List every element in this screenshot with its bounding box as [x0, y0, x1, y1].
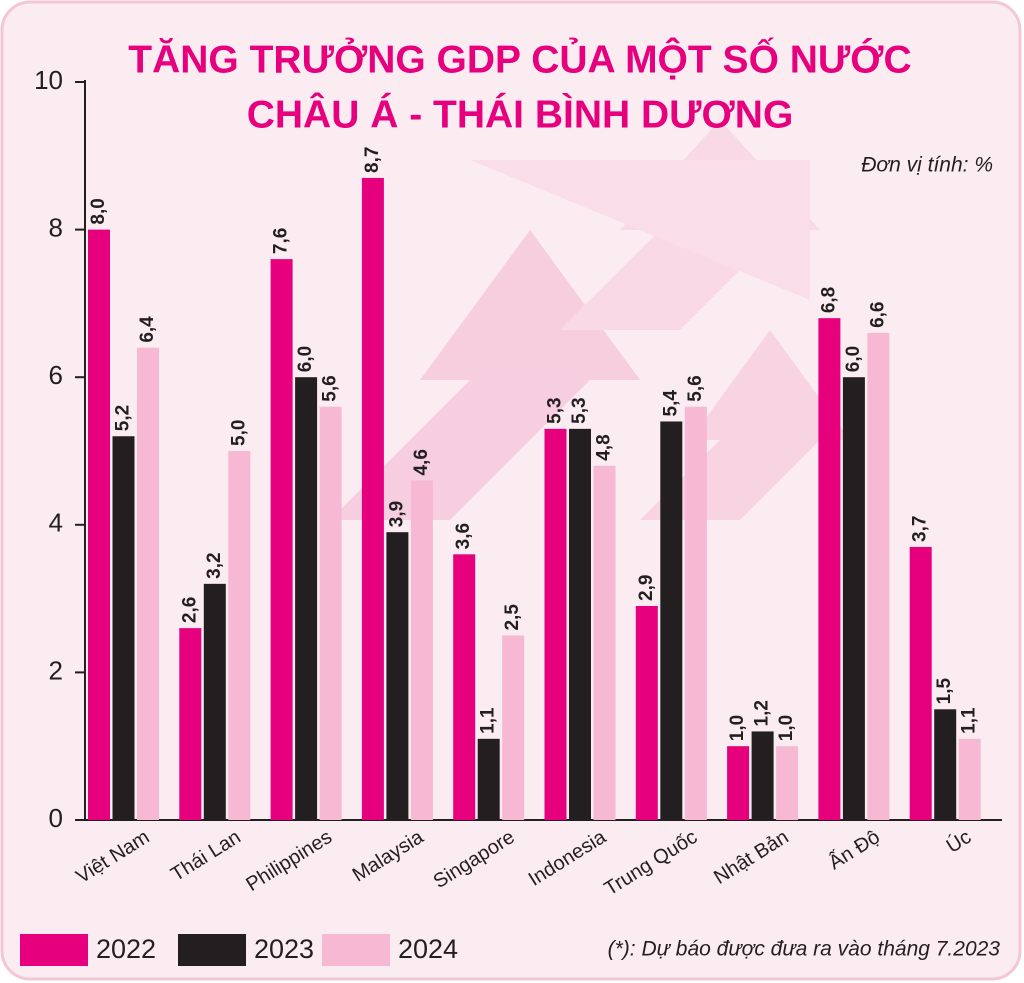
bar — [502, 635, 525, 820]
value-label: 6,0 — [295, 346, 316, 372]
bar — [958, 738, 981, 820]
bar — [137, 347, 159, 820]
bar — [909, 546, 932, 820]
value-label: 4,8 — [594, 434, 615, 460]
value-label: 1,0 — [776, 715, 797, 741]
bar — [179, 628, 202, 820]
bar — [295, 377, 318, 820]
legend-swatch — [178, 934, 246, 966]
value-label: 8,0 — [88, 198, 109, 224]
value-label: 1,1 — [959, 707, 980, 734]
value-label: 2,6 — [179, 597, 200, 623]
bar — [228, 451, 251, 820]
bar — [112, 436, 135, 820]
bar — [727, 746, 750, 820]
bar — [660, 421, 683, 820]
bar — [818, 318, 841, 820]
bar — [453, 554, 476, 820]
bar — [88, 229, 110, 821]
bar — [867, 332, 890, 820]
y-tick-label: 4 — [49, 508, 63, 538]
value-label: 6,4 — [137, 316, 158, 343]
value-label: 5,0 — [228, 420, 249, 446]
value-label: 2,9 — [636, 575, 657, 601]
value-label: 3,7 — [910, 516, 931, 542]
y-tick-label: 6 — [49, 360, 63, 390]
value-label: 3,2 — [204, 552, 225, 578]
footnote: (*): Dự báo được đưa ra vào tháng 7.2023 — [608, 938, 1001, 961]
chart-title: CHÂU Á - THÁI BÌNH DƯƠNG — [247, 92, 794, 136]
bar — [477, 738, 500, 820]
bar — [270, 259, 293, 820]
bar — [593, 465, 616, 820]
value-label: 6,0 — [843, 346, 864, 372]
unit-note: Đơn vị tính: % — [861, 154, 993, 177]
value-label: 3,6 — [453, 523, 474, 549]
legend-swatch — [322, 934, 390, 966]
bar — [635, 605, 658, 820]
value-label: 1,1 — [478, 707, 499, 734]
bar — [569, 428, 591, 820]
legend-swatch — [20, 934, 88, 966]
value-label: 2,5 — [502, 604, 523, 631]
value-label: 6,6 — [867, 301, 888, 327]
value-label: 1,2 — [752, 700, 773, 726]
bar — [203, 583, 226, 820]
value-label: 7,6 — [271, 228, 292, 254]
bar — [842, 377, 865, 820]
decoration — [330, 120, 850, 520]
value-label: 6,8 — [818, 287, 839, 313]
value-label: 5,4 — [660, 390, 681, 417]
value-label: 1,0 — [727, 715, 748, 741]
bar — [361, 177, 384, 820]
bar — [776, 746, 799, 820]
y-tick-label: 10 — [34, 65, 63, 95]
bar — [386, 532, 409, 820]
bar — [319, 406, 342, 820]
value-label: 5,6 — [685, 375, 706, 401]
y-tick-label: 8 — [49, 212, 63, 242]
value-label: 5,6 — [320, 375, 341, 401]
bar — [544, 428, 567, 820]
value-label: 4,6 — [411, 449, 432, 475]
value-label: 5,3 — [569, 397, 590, 423]
bar — [751, 731, 774, 820]
value-label: 8,7 — [362, 147, 383, 173]
legend-label: 2023 — [254, 934, 314, 964]
y-tick-label: 2 — [49, 655, 63, 685]
bar — [684, 406, 707, 820]
value-label: 5,2 — [113, 405, 134, 431]
value-label: 5,3 — [545, 397, 566, 423]
legend-label: 2024 — [398, 934, 458, 964]
legend-label: 2022 — [96, 934, 156, 964]
bar — [410, 480, 433, 820]
y-tick-label: 0 — [49, 803, 63, 833]
value-label: 3,9 — [386, 501, 407, 527]
chart-title: TĂNG TRƯỞNG GDP CỦA MỘT SỐ NƯỚC — [128, 36, 911, 81]
bar — [934, 709, 957, 820]
value-label: 1,5 — [934, 677, 955, 704]
